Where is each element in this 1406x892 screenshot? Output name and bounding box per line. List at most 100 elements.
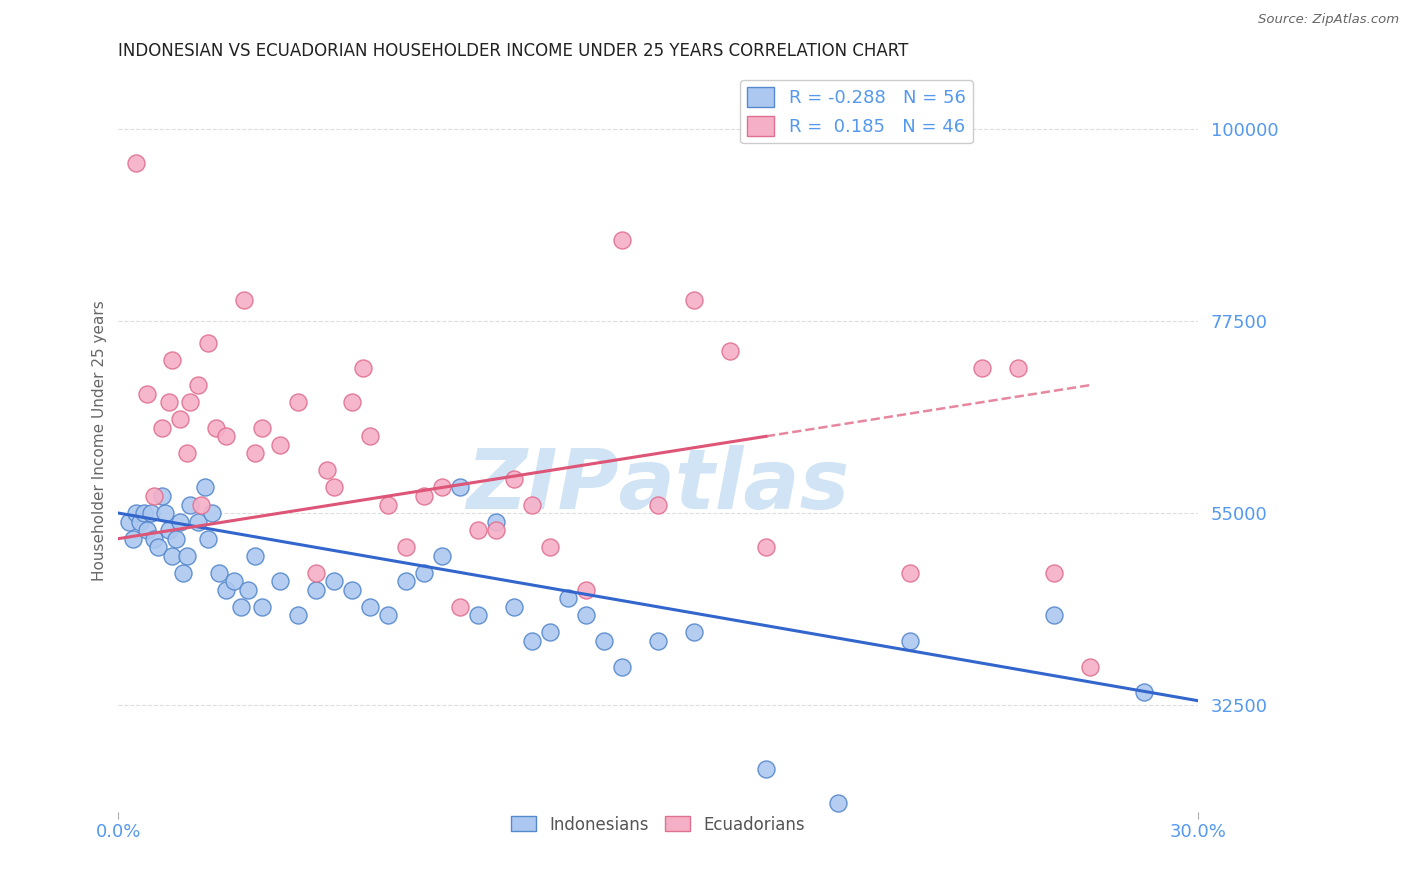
Point [129,515,152,529]
Point [236,582,259,597]
Point [395,574,418,589]
Point [557,591,579,606]
Point [647,498,669,512]
Point [1078,659,1101,673]
Point [377,498,399,512]
Point [252,599,274,614]
Point [197,335,219,350]
Point [432,549,454,563]
Point [593,634,616,648]
Point [342,395,364,409]
Point [139,506,162,520]
Point [305,582,328,597]
Point [316,463,339,477]
Point [125,506,148,520]
Point [187,378,209,392]
Point [352,361,374,376]
Point [143,489,166,503]
Point [194,481,217,495]
Point [718,344,741,359]
Text: INDONESIAN VS ECUADORIAN HOUSEHOLDER INCOME UNDER 25 YEARS CORRELATION CHART: INDONESIAN VS ECUADORIAN HOUSEHOLDER INC… [118,42,908,60]
Point [610,233,633,247]
Point [197,532,219,546]
Point [1043,566,1066,580]
Point [683,293,706,307]
Legend: Indonesians, Ecuadorians: Indonesians, Ecuadorians [505,809,813,840]
Point [467,608,489,623]
Point [575,608,598,623]
Point [287,395,309,409]
Point [395,540,418,554]
Point [201,506,224,520]
Point [146,540,169,554]
Point [190,498,212,512]
Point [150,421,173,435]
Point [538,540,561,554]
Point [169,515,191,529]
Point [323,574,346,589]
Point [157,523,180,537]
Point [143,532,166,546]
Point [413,489,436,503]
Point [755,762,778,776]
Point [610,659,633,673]
Point [233,293,256,307]
Point [132,506,155,520]
Point [208,566,231,580]
Point [172,566,194,580]
Point [136,386,159,401]
Point [169,412,191,426]
Point [204,421,226,435]
Point [222,574,245,589]
Point [155,506,177,520]
Point [538,625,561,640]
Point [176,446,198,460]
Point [575,582,598,597]
Point [165,532,187,546]
Point [432,481,454,495]
Point [162,352,184,367]
Point [1043,608,1066,623]
Point [162,549,184,563]
Point [229,599,252,614]
Point [118,515,141,529]
Text: ZIP​atlas: ZIP​atlas [467,444,849,525]
Point [970,361,993,376]
Point [269,438,291,452]
Point [359,599,381,614]
Point [215,582,238,597]
Point [898,634,921,648]
Point [827,796,849,810]
Point [449,599,471,614]
Point [187,515,209,529]
Y-axis label: Householder Income Under 25 years: Householder Income Under 25 years [93,301,107,581]
Point [898,566,921,580]
Point [176,549,198,563]
Point [125,156,148,170]
Point [179,498,201,512]
Point [503,472,526,486]
Point [520,634,543,648]
Point [305,566,328,580]
Point [150,489,173,503]
Point [243,549,266,563]
Point [449,481,471,495]
Point [157,395,180,409]
Point [467,523,489,537]
Point [485,523,508,537]
Point [342,582,364,597]
Point [323,481,346,495]
Point [683,625,706,640]
Point [647,634,669,648]
Point [359,429,381,443]
Text: Source: ZipAtlas.com: Source: ZipAtlas.com [1258,13,1399,27]
Point [136,523,159,537]
Point [413,566,436,580]
Point [121,532,143,546]
Point [287,608,309,623]
Point [485,515,508,529]
Point [755,540,778,554]
Point [179,395,201,409]
Point [520,498,543,512]
Point [1132,685,1154,699]
